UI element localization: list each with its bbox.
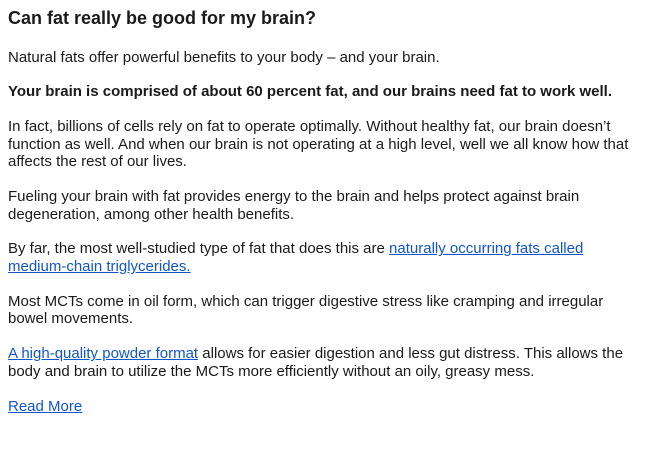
article-paragraph: Most MCTs come in oil form, which can tr… <box>8 293 644 328</box>
article-paragraph: By far, the most well-studied type of fa… <box>8 240 644 275</box>
article-body: Natural fats offer powerful benefits to … <box>8 49 644 381</box>
article: Can fat really be good for my brain? Nat… <box>8 8 644 415</box>
paragraph-text: allows for easier digestion and less gut… <box>8 345 624 380</box>
paragraph-text: Most MCTs come in oil form, which can tr… <box>8 292 604 328</box>
read-more-paragraph: Read More <box>8 398 644 416</box>
article-paragraph: Fueling your brain with fat provides ene… <box>8 188 644 223</box>
article-paragraph: In fact, billions of cells rely on fat t… <box>8 118 644 171</box>
paragraph-text: Your brain is comprised of about 60 perc… <box>8 83 612 101</box>
paragraph-text: Fueling your brain with fat provides ene… <box>8 188 580 223</box>
paragraph-text: Natural fats offer powerful benefits to … <box>8 48 440 66</box>
inline-link[interactable]: naturally occurring fats called medium-c… <box>8 240 584 276</box>
article-paragraph: A high-quality powder format allows for … <box>8 345 644 380</box>
paragraph-text: In fact, billions of cells rely on fat t… <box>8 117 629 171</box>
read-more-link[interactable]: Read More <box>8 397 83 415</box>
article-paragraph: Natural fats offer powerful benefits to … <box>8 49 644 67</box>
article-paragraph: Your brain is comprised of about 60 perc… <box>8 83 644 101</box>
paragraph-text: By far, the most well-studied type of fa… <box>8 240 390 258</box>
page-title: Can fat really be good for my brain? <box>8 8 317 28</box>
inline-link[interactable]: A high-quality powder format <box>8 345 199 363</box>
